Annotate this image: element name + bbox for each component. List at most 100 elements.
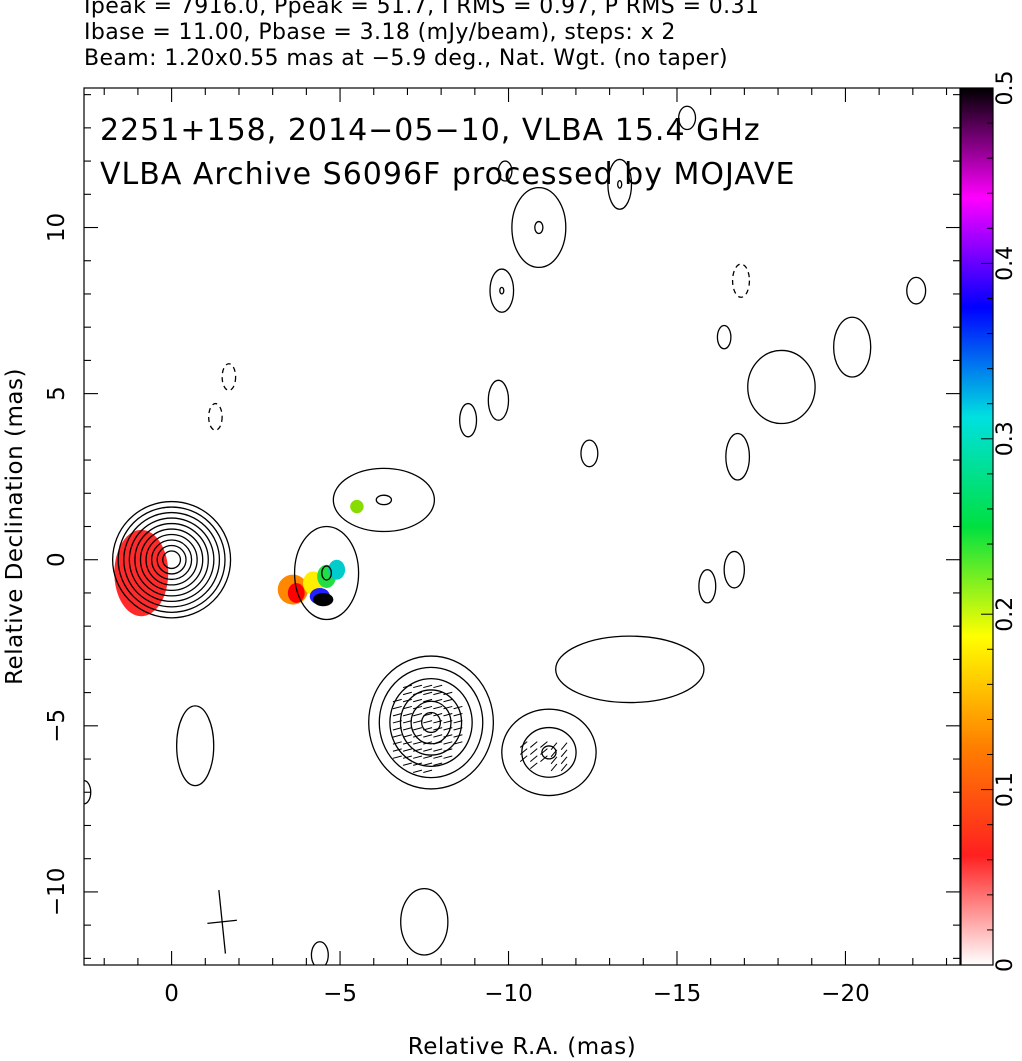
evpa-tick	[402, 705, 412, 710]
contour-line	[833, 316, 872, 378]
evpa-tick	[413, 741, 423, 745]
evpa-tick	[443, 691, 453, 696]
contour-line	[111, 500, 232, 619]
colorbar-gradient	[960, 87, 994, 966]
evpa-tick	[433, 734, 443, 738]
evpa-tick	[453, 741, 463, 745]
x-tick-label: −10	[484, 981, 533, 1007]
evpa-tick	[423, 762, 433, 766]
header-line-base: Ibase = 11.00, Pbase = 3.18 (mJy/beam), …	[84, 20, 676, 45]
polarization-layer	[114, 499, 364, 617]
contour-group	[723, 550, 746, 589]
axes-layer: 0 −5 −10 −15 −20 −10 −5 0 5 10	[44, 88, 960, 1007]
contour-line	[747, 349, 816, 425]
evpa-region	[392, 684, 463, 773]
colorbar-tick-label: 0.4	[993, 246, 1018, 281]
colorbar-tick-label: 0	[993, 958, 1018, 972]
contour-group	[459, 402, 478, 438]
evpa-tick	[392, 734, 402, 738]
evpa-tick	[402, 698, 412, 703]
evpa-tick	[433, 762, 443, 766]
contour-group	[310, 941, 329, 965]
contour-line	[176, 705, 215, 787]
x-tick-label: −20	[821, 981, 870, 1007]
evpa-tick	[423, 691, 433, 696]
contour-line	[139, 528, 204, 592]
contour-line	[421, 711, 442, 734]
contour-group	[176, 705, 215, 787]
evpa-tick	[443, 734, 453, 738]
negative-contour	[731, 263, 751, 298]
evpa-tick	[550, 756, 558, 765]
contour-group	[487, 379, 510, 421]
contour-line	[521, 726, 577, 778]
contour-line	[723, 550, 746, 589]
contour-line	[378, 666, 484, 779]
contour-line	[501, 708, 597, 797]
evpa-tick	[529, 748, 538, 755]
evpa-tick	[423, 684, 433, 689]
negative-contour	[221, 363, 237, 391]
contour-line	[580, 439, 599, 468]
evpa-tick	[443, 713, 453, 717]
evpa-tick	[413, 734, 423, 738]
contour-line	[511, 187, 567, 269]
evpa-tick	[443, 698, 453, 703]
evpa-tick	[392, 748, 402, 752]
evpa-layer	[392, 684, 568, 773]
evpa-tick	[413, 755, 423, 759]
y-tick-label: 0	[44, 552, 70, 567]
evpa-tick	[423, 769, 433, 773]
contour-group	[111, 500, 232, 619]
evpa-tick	[560, 756, 568, 765]
contour-line	[150, 539, 193, 581]
evpa-tick	[433, 705, 443, 710]
colorbar-tick-label: 0.3	[993, 421, 1018, 456]
evpa-tick	[433, 755, 443, 759]
contour-group	[725, 432, 751, 481]
contour-line	[400, 887, 449, 956]
contour-line	[399, 689, 463, 756]
contour-line	[332, 467, 436, 533]
contour-line	[321, 565, 333, 581]
contour-group	[501, 708, 597, 797]
evpa-tick	[402, 762, 412, 766]
evpa-tick	[550, 763, 558, 772]
contour-group	[400, 887, 449, 956]
evpa-tick	[433, 684, 443, 689]
evpa-tick	[529, 755, 538, 762]
evpa-tick	[423, 720, 433, 724]
colorbar-tick-label: 0.5	[993, 71, 1018, 106]
evpa-tick	[423, 748, 433, 752]
evpa-tick	[529, 741, 538, 748]
contour-line	[123, 511, 221, 608]
plot-frame	[83, 87, 961, 966]
contour-line	[410, 700, 452, 745]
contour-group	[555, 635, 705, 704]
contour-group	[489, 268, 515, 313]
evpa-tick	[433, 748, 443, 752]
evpa-tick	[540, 755, 548, 762]
contour-group	[511, 187, 567, 269]
colorbar-tick-label: 0.2	[993, 597, 1018, 632]
evpa-tick	[443, 705, 453, 710]
evpa-tick	[402, 713, 412, 717]
evpa-tick	[423, 705, 433, 710]
x-tick-label: −15	[653, 981, 702, 1007]
contour-group	[698, 569, 717, 604]
contour-line	[617, 179, 623, 189]
evpa-tick	[529, 762, 538, 770]
contour-group	[678, 105, 697, 131]
contour-line	[489, 268, 515, 313]
evpa-region	[519, 741, 548, 770]
contour-line	[716, 324, 732, 350]
x-tick-label: 0	[164, 981, 179, 1007]
x-axis-label: Relative R.A. (mas)	[408, 1034, 636, 1060]
contour-line	[459, 402, 478, 438]
contour-line	[293, 525, 360, 621]
contour-line	[310, 941, 329, 965]
evpa-tick	[402, 755, 412, 759]
polarization-patch	[328, 559, 346, 580]
contour-line	[607, 158, 633, 210]
